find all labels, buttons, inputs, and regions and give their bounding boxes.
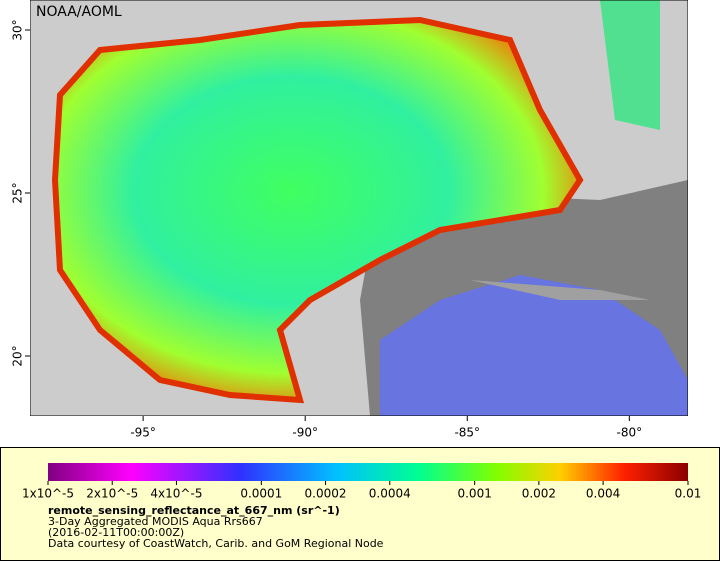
colorbar-tick-label: 0.01: [675, 487, 702, 501]
colorbar-tick-label: 0.0002: [305, 487, 347, 501]
colorbar: [48, 463, 688, 481]
colorbar-tick-label: 0.004: [586, 487, 620, 501]
colorbar-tick-label: 1x10^-5: [22, 487, 74, 501]
colorbar-tick-label: 0.0001: [240, 487, 282, 501]
atlantic: [600, 0, 660, 130]
y-tick-label: 25°: [11, 182, 25, 203]
legend-line: (2016-02-11T00:00:00Z): [48, 526, 184, 539]
cuba: [470, 280, 650, 300]
map: NOAA/AOML: [30, 0, 688, 416]
x-tick-label: -80°: [617, 426, 643, 440]
colorbar-tick-label: 4x10^-5: [150, 487, 202, 501]
colorbar-tick-label: 0.0004: [369, 487, 411, 501]
colorbar-tick-label: 0.002: [522, 487, 556, 501]
legend-line: 3-Day Aggregated MODIS Aqua Rrs667: [48, 515, 263, 528]
colorbar-tick-label: 2x10^-5: [86, 487, 138, 501]
y-tick-label: 30°: [11, 19, 25, 40]
y-tick-label: 20°: [11, 345, 25, 366]
map-label: NOAA/AOML: [36, 4, 122, 20]
colorbar-tick-label: 0.001: [457, 487, 491, 501]
x-tick-label: -95°: [130, 426, 156, 440]
legend-line: Data courtesy of CoastWatch, Carib. and …: [48, 537, 384, 550]
x-tick-label: -90°: [292, 426, 318, 440]
caribbean: [380, 275, 688, 416]
gulf-of-mexico: [51, 16, 584, 404]
x-tick-label: -85°: [454, 426, 480, 440]
legend-title: remote_sensing_reflectance_at_667_nm (sr…: [48, 504, 340, 517]
